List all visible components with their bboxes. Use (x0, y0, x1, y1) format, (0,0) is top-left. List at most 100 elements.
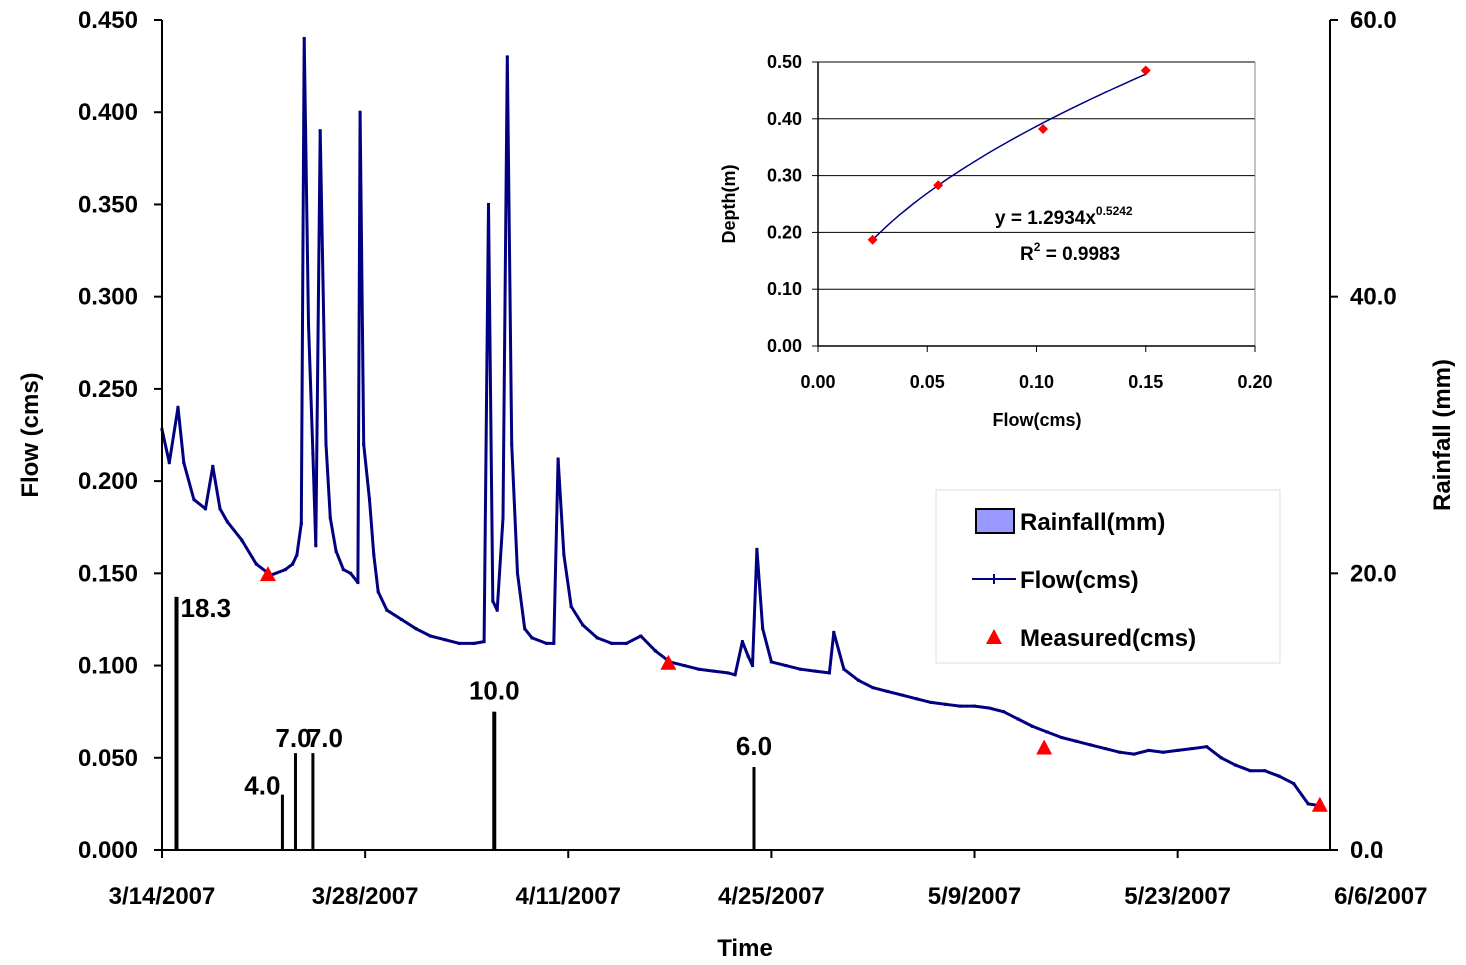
x-tick-label: 3/28/2007 (312, 883, 419, 910)
x-tick-label: 5/9/2007 (928, 883, 1021, 910)
flow-point (1132, 752, 1136, 756)
inset-x-tick-label: 0.10 (1019, 372, 1054, 392)
flow-point (328, 516, 332, 520)
rainfall-bar (293, 753, 297, 850)
rainfall-bar (174, 596, 179, 850)
x-axis-title: Time (717, 935, 773, 960)
flow-series-group (160, 36, 1322, 808)
inset-x-tick-label: 0.00 (800, 372, 835, 392)
flow-point (530, 636, 534, 640)
flow-point (501, 516, 505, 520)
y2-tick-label: 60.0 (1350, 7, 1397, 34)
flow-point (314, 544, 318, 548)
flow-point (505, 55, 509, 59)
flow-point (798, 667, 802, 671)
inset-point (933, 180, 944, 191)
rainfall-bar (311, 753, 315, 850)
flow-point (569, 605, 573, 609)
rainfall-label: 7.0 (307, 723, 343, 753)
flow-point (362, 442, 366, 446)
flow-point (291, 562, 295, 566)
flow-point (254, 562, 258, 566)
rainfall-bar (280, 794, 284, 850)
flow-point (726, 671, 730, 675)
legend-flow-label: Flow(cms) (1020, 567, 1139, 594)
inset-y-tick-label: 0.50 (767, 52, 802, 72)
flow-point (871, 686, 875, 690)
rainfall-bars-group: 18.3 4.0 7.07.0 10.0 6.0 (174, 593, 772, 850)
flow-point (1292, 782, 1296, 786)
flow-point (624, 641, 628, 645)
flow-point (595, 636, 599, 640)
inset-y-tick-label: 0.00 (767, 336, 802, 356)
flow-point (751, 664, 755, 668)
flow-point (349, 571, 353, 575)
flow-point (544, 641, 548, 645)
flow-point (1190, 747, 1194, 751)
x-tick-label: 6/6/2007 (1334, 883, 1427, 910)
flow-point (341, 568, 345, 572)
flow-point (827, 671, 831, 675)
flow-point (1176, 748, 1180, 752)
flow-point (733, 673, 737, 677)
flow-point (929, 700, 933, 704)
flow-point (240, 538, 244, 542)
inset-point (867, 234, 878, 245)
flow-point (457, 641, 461, 645)
flow-point (376, 590, 380, 594)
y-tick-label: 0.000 (78, 837, 138, 864)
flow-point (1205, 745, 1209, 749)
flow-point (225, 520, 229, 524)
inset-y-tick-label: 0.30 (767, 166, 802, 186)
flow-point (295, 553, 299, 557)
flow-point (491, 599, 495, 603)
flow-point (1045, 730, 1049, 734)
measured-series-group (259, 566, 1328, 812)
flow-point (697, 667, 701, 671)
rainfall-bar (752, 767, 756, 850)
legend-rainfall-label: Rainfall(mm) (1020, 509, 1165, 536)
rainfall-label: 4.0 (244, 771, 280, 801)
flow-point (562, 553, 566, 557)
flow-point (1060, 735, 1064, 739)
inset-y-tick-label: 0.10 (767, 279, 802, 299)
flow-point (653, 649, 657, 653)
flow-point (581, 623, 585, 627)
flow-point (755, 547, 759, 551)
flow-point (944, 702, 948, 706)
inset-fit-curve (872, 73, 1147, 241)
flow-point (639, 634, 643, 638)
flow-point (1248, 769, 1252, 773)
y-tick-label: 0.050 (78, 745, 138, 772)
flow-point (372, 553, 376, 557)
measured-point (1036, 739, 1053, 755)
flow-point (1161, 750, 1165, 754)
flow-point (367, 498, 371, 502)
flow-point (510, 442, 514, 446)
y-tick-label: 0.150 (78, 560, 138, 587)
flow-point (495, 608, 499, 612)
flow-point (1089, 743, 1093, 747)
legend-rainfall-swatch (975, 508, 1015, 534)
flow-point (987, 706, 991, 710)
flow-point (914, 697, 918, 701)
inset-x-tick-label: 0.15 (1128, 372, 1163, 392)
rainfall-label: 6.0 (736, 731, 772, 761)
flow-point (885, 689, 889, 693)
y-axis-title: Flow (cms) (17, 372, 44, 497)
inset-y-axis-title: Depth(m) (719, 165, 739, 244)
y-tick-label: 0.350 (78, 191, 138, 218)
legend: Rainfall(mm) Flow(cms) Measured(cms) (935, 489, 1281, 664)
flow-point (610, 641, 614, 645)
flow-point (711, 669, 715, 673)
inset-r-squared-exponent: 2 (1034, 240, 1041, 254)
flow-point (211, 464, 215, 468)
flow-point (358, 110, 362, 114)
flow-point (486, 202, 490, 206)
measured-point (1311, 796, 1328, 812)
rainfall-label: 7.0 (275, 723, 311, 753)
flow-point (1016, 717, 1020, 721)
flow-point (324, 442, 328, 446)
